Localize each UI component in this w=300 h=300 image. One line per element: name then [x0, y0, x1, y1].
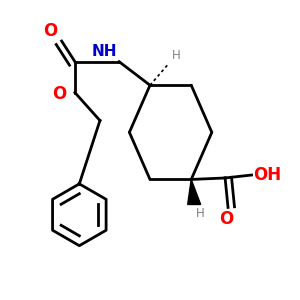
Text: OH: OH — [253, 166, 281, 184]
Polygon shape — [188, 179, 201, 205]
Text: O: O — [52, 85, 66, 103]
Text: H: H — [172, 49, 181, 62]
Text: NH: NH — [92, 44, 118, 59]
Text: O: O — [219, 210, 234, 228]
Text: O: O — [43, 22, 57, 40]
Text: H: H — [196, 207, 204, 220]
